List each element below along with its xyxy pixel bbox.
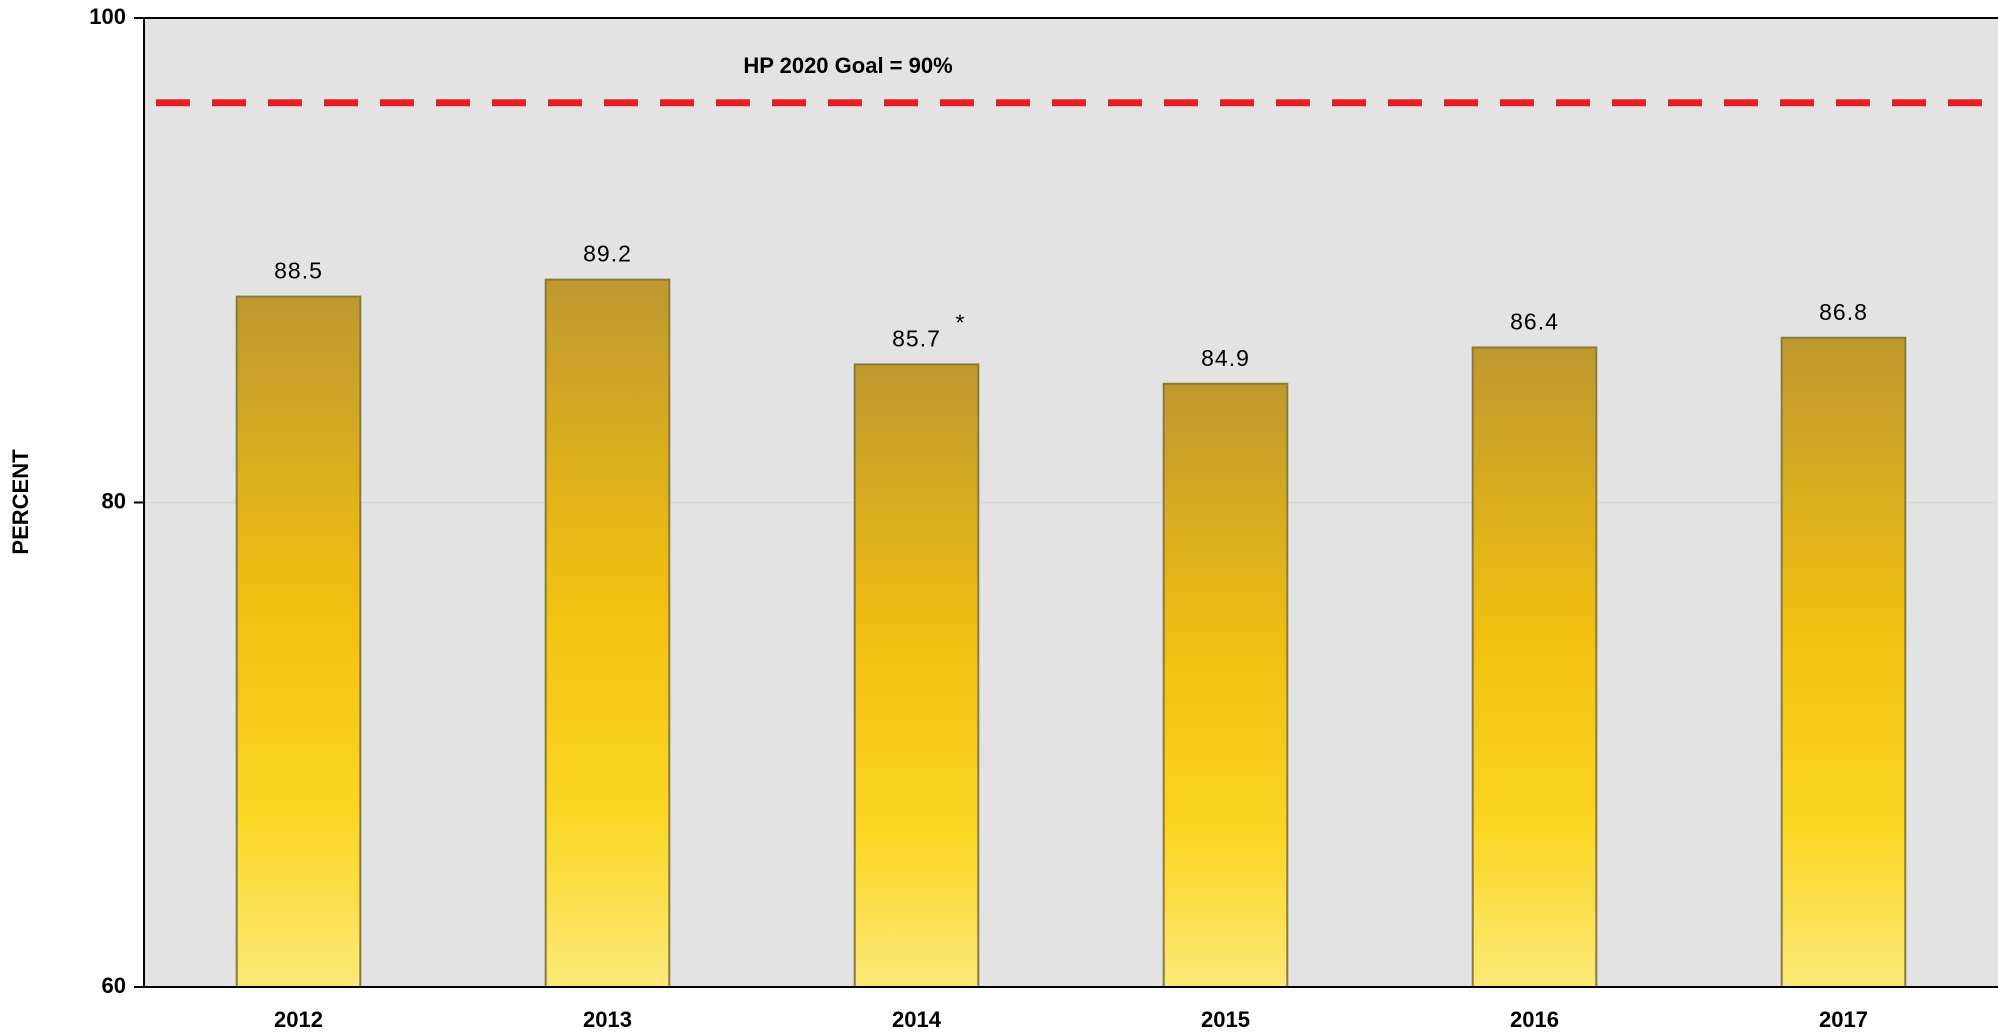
value-label: 86.4 [1510, 309, 1559, 335]
bar [1471, 346, 1598, 988]
value-note: * [956, 309, 966, 335]
value-label: 84.9 [1201, 345, 1250, 371]
bar [544, 278, 671, 988]
y-tick-label: 100 [89, 4, 126, 29]
bar [1162, 382, 1289, 988]
x-tick-label: 2015 [1201, 1007, 1250, 1032]
bar [1780, 336, 1907, 988]
bar [853, 363, 980, 989]
goal-annotation: HP 2020 Goal = 90% [743, 53, 952, 78]
y-tick-label: 80 [102, 488, 126, 513]
bar [235, 295, 362, 988]
y-axis-label: PERCENT [8, 449, 33, 555]
value-label: 88.5 [274, 258, 323, 284]
x-tick-label: 2012 [274, 1007, 323, 1032]
x-tick-label: 2016 [1510, 1007, 1559, 1032]
y-tick-label: 60 [102, 973, 126, 998]
value-label: 89.2 [583, 241, 632, 267]
x-tick-label: 2017 [1819, 1007, 1868, 1032]
x-tick-label: 2013 [583, 1007, 632, 1032]
value-label: 85.7 [892, 325, 941, 351]
x-tick-label: 2014 [892, 1007, 942, 1032]
value-label: 86.8 [1819, 299, 1868, 325]
